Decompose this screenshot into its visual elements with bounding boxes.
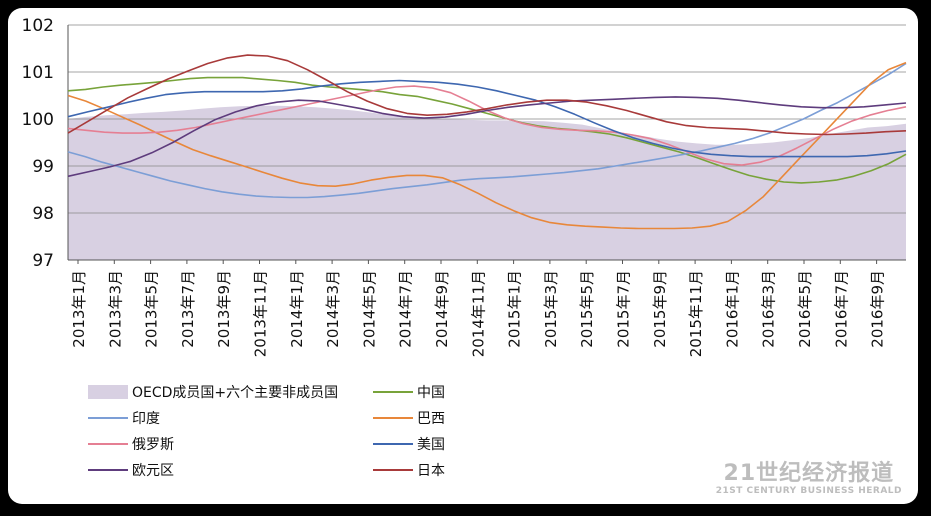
y-tick-label-99: 99 [32, 157, 54, 177]
x-tick-label-18: 2016年1月 [723, 270, 741, 348]
series-line-2 [67, 62, 907, 199]
series-line-6 [67, 96, 907, 178]
legend-label-2: 印度 [132, 411, 160, 427]
watermark-main: 21世纪经济报道 [723, 461, 895, 486]
x-tick-label-16: 2015年9月 [651, 270, 669, 348]
legend-label-6: 欧元区 [132, 463, 174, 479]
y-tick-label-102: 102 [22, 16, 54, 36]
legend-label-1: 中国 [417, 385, 445, 401]
legend-swatch-5 [373, 443, 413, 445]
legend-swatch-2 [88, 417, 128, 419]
legend-swatch-3 [373, 417, 413, 419]
x-tick-label-4: 2013年9月 [215, 270, 233, 348]
legend-label-7: 日本 [417, 463, 445, 479]
x-tick-label-13: 2015年3月 [542, 270, 560, 348]
series-line-1 [67, 76, 907, 184]
legend-label-3: 巴西 [417, 411, 445, 427]
series-line-3 [67, 61, 907, 230]
chart-frame: 97 98 99 100 101 102 2013年1月 2013年3月 2013年5月 2013… [8, 8, 918, 504]
legend-swatch-7 [373, 469, 413, 471]
series-line-5 [67, 79, 907, 158]
legend-item-3: 巴西 [373, 408, 445, 428]
x-tick-label-22: 2016年9月 [869, 270, 887, 348]
x-tick-label-5: 2013年11月 [252, 270, 270, 357]
legend-swatch-6 [88, 469, 128, 471]
legend-item-7: 日本 [373, 460, 445, 480]
legend-label-5: 美国 [417, 437, 445, 453]
x-tick-label-1: 2013年3月 [106, 270, 124, 348]
legend-swatch-0 [88, 385, 128, 399]
y-tick-label-98: 98 [32, 204, 54, 224]
legend-item-2: 印度 [88, 408, 160, 428]
x-tick-label-6: 2014年1月 [288, 270, 306, 348]
legend-item-1: 中国 [373, 382, 445, 402]
series-area-0 [68, 105, 906, 260]
x-tick-label-17: 2015年11月 [687, 270, 705, 357]
x-tick-label-20: 2016年5月 [796, 270, 814, 348]
x-tick-label-19: 2016年3月 [760, 270, 778, 348]
x-tick-label-15: 2015年7月 [615, 270, 633, 348]
x-tick-label-2: 2013年5月 [143, 270, 161, 348]
legend-item-6: 欧元区 [88, 460, 174, 480]
x-tick-label-12: 2015年1月 [506, 270, 524, 348]
legend-label-0: OECD成员国+六个主要非成员国 [132, 385, 339, 401]
plot-area: 97 98 99 100 101 102 2013年1月 2013年3月 2013年5月 2013… [22, 16, 907, 357]
x-tick-label-10: 2014年9月 [433, 270, 451, 348]
x-tick-label-3: 2013年7月 [179, 270, 197, 348]
y-tick-label-97: 97 [32, 251, 54, 271]
watermark-logo: 21世纪经济报道 21ST CENTURY BUSINESS HERALD [715, 461, 902, 497]
legend-item-4: 俄罗斯 [88, 434, 174, 454]
x-tick-label-9: 2014年7月 [397, 270, 415, 348]
x-tick-label-7: 2014年3月 [324, 270, 342, 348]
legend-item-0: OECD成员国+六个主要非成员国 [88, 382, 338, 402]
x-tick-label-11: 2014年11月 [469, 270, 487, 357]
watermark-sub: 21ST CENTURY BUSINESS HERALD [715, 486, 902, 496]
x-tick-label-14: 2015年5月 [578, 270, 596, 348]
legend-item-5: 美国 [373, 434, 445, 454]
legend-label-4: 俄罗斯 [132, 437, 174, 453]
x-tick-label-0: 2013年1月 [70, 270, 88, 348]
legend-swatch-1 [373, 391, 413, 393]
y-tick-label-101: 101 [22, 63, 54, 83]
x-tick-label-8: 2014年5月 [360, 270, 378, 348]
series-line-7 [67, 54, 907, 136]
y-tick-label-100: 100 [22, 110, 54, 130]
legend-swatch-4 [88, 443, 128, 445]
x-tick-label-21: 2016年7月 [832, 270, 850, 348]
